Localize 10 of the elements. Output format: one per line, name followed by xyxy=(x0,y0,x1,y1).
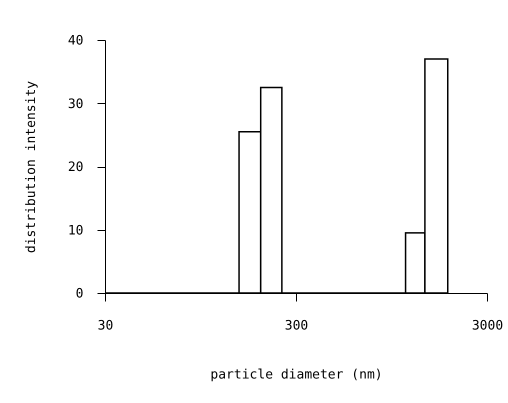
y-tick-label: 30 xyxy=(68,96,84,112)
y-axis-title: distribution intensity xyxy=(24,80,39,254)
x-tick-label: 3000 xyxy=(472,318,504,334)
y-tick-label: 20 xyxy=(68,160,84,175)
x-tick-label: 300 xyxy=(284,318,308,334)
x-tick-label: 30 xyxy=(98,318,114,334)
x-axis-title: particle diameter (nm) xyxy=(210,368,383,382)
y-tick-label: 0 xyxy=(76,286,84,302)
y-tick-label: 10 xyxy=(68,223,84,238)
y-tick-label: 40 xyxy=(68,34,84,48)
